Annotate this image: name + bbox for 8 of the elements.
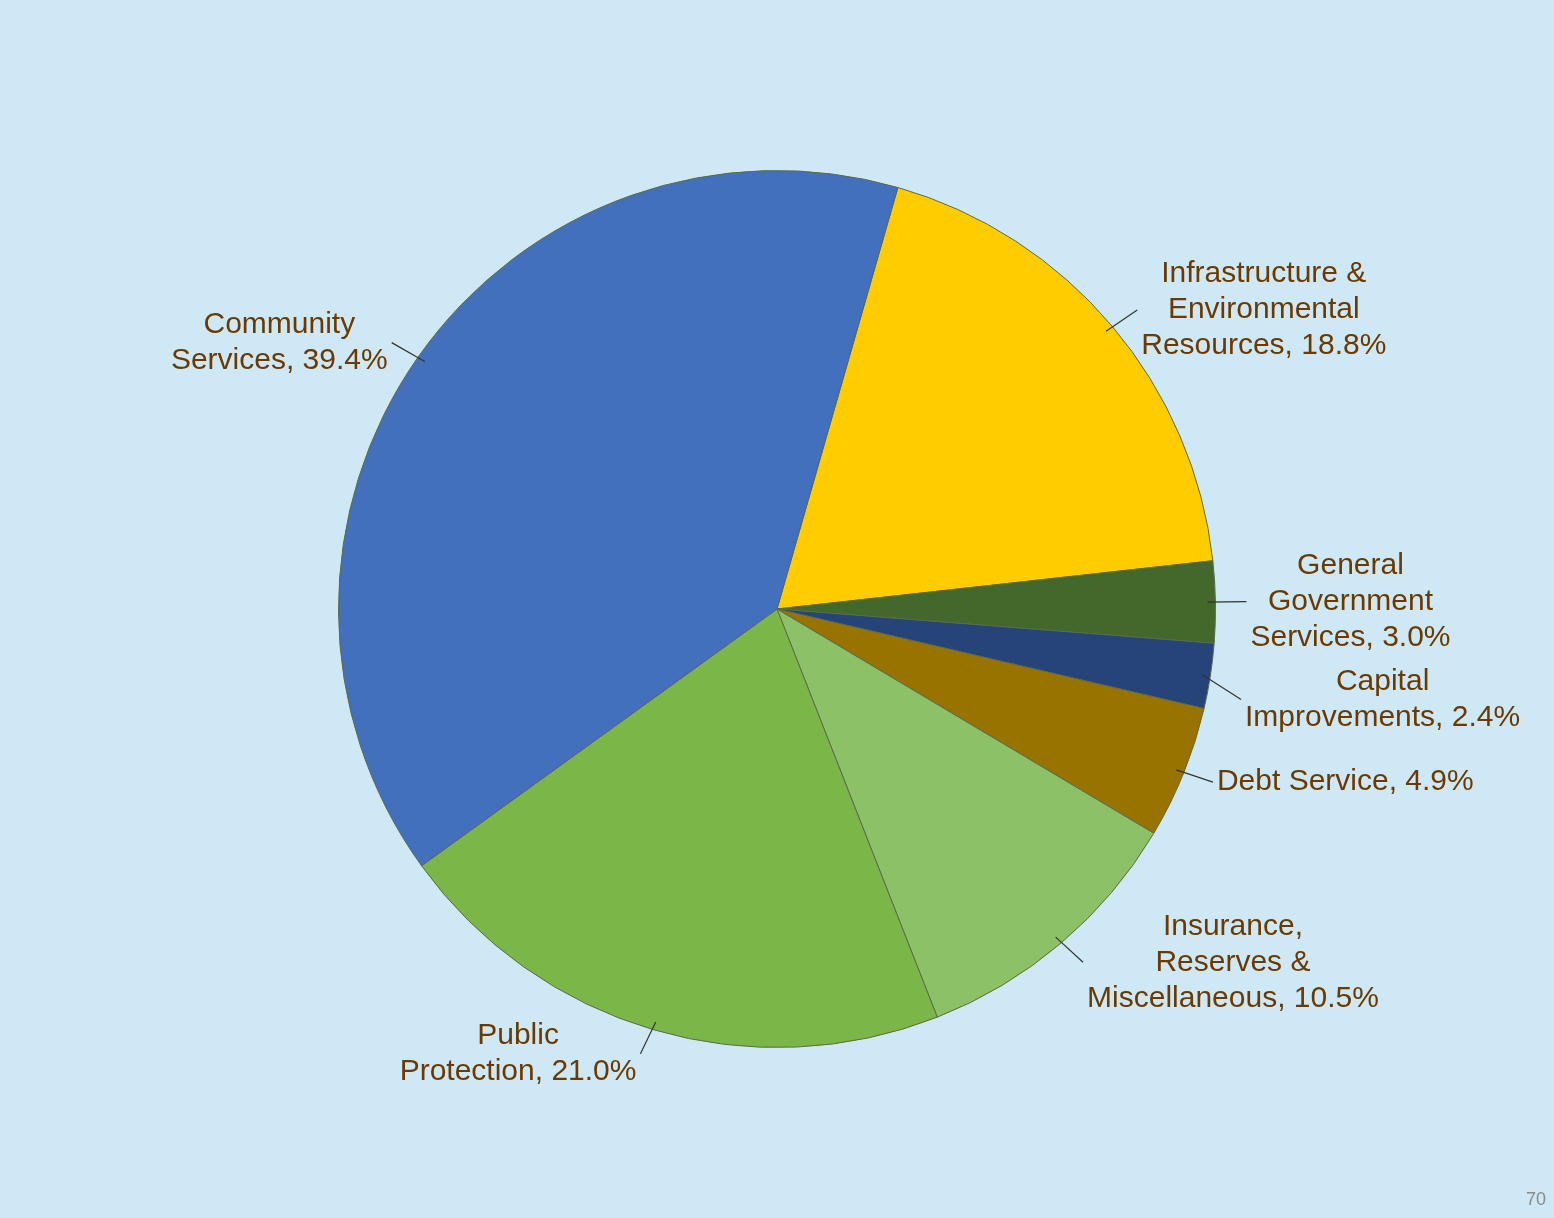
text: 70 <box>1525 1189 1546 1210</box>
slice-label: Capital Improvements, 2.4% <box>1245 662 1521 732</box>
slice-label: Debt Service, 4.9% <box>1216 763 1474 797</box>
slice-label: Insurance, Reserves & Miscellaneous, 10.5% <box>1087 907 1379 1013</box>
slice-label: Public Protection, 21.0% <box>399 1017 637 1086</box>
slice-label: Community Services, 39.4% <box>170 305 388 375</box>
slice-label: Infrastructure & Environmental Resources, 18.8% <box>1141 255 1387 361</box>
slice-label: General Government Services, 3.0% <box>1250 546 1451 652</box>
